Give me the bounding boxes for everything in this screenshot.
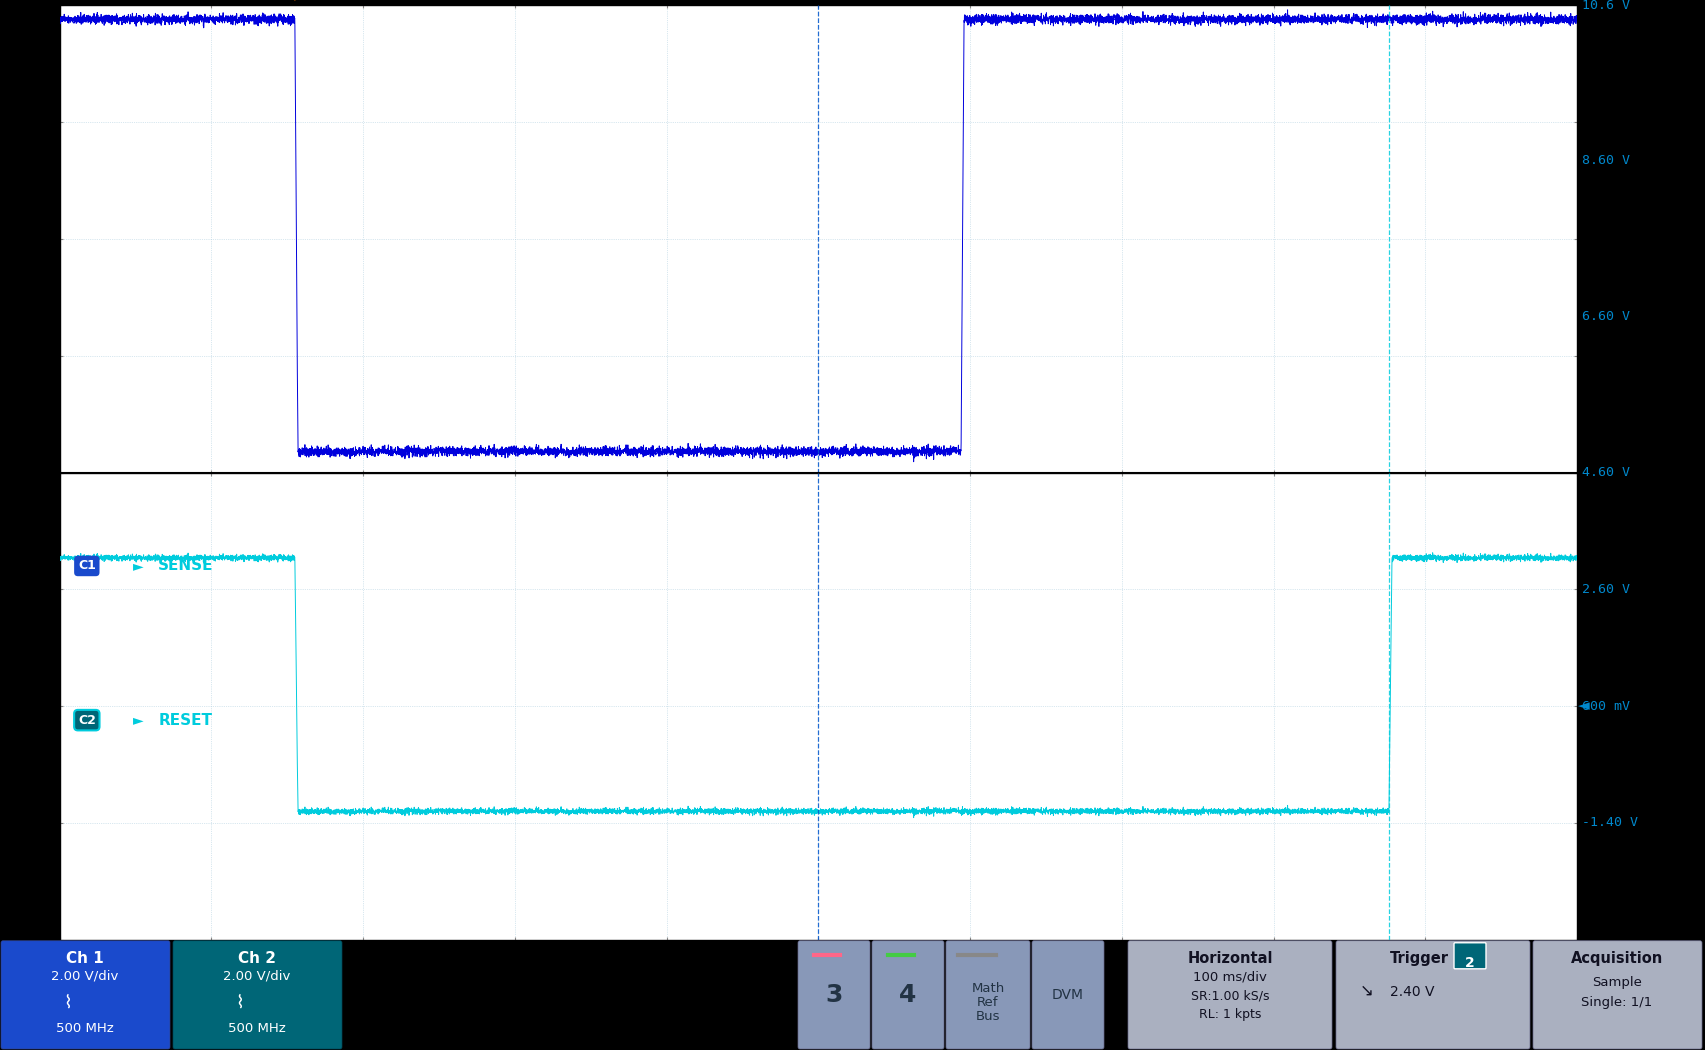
FancyBboxPatch shape <box>1533 941 1702 1049</box>
FancyBboxPatch shape <box>2 941 171 1049</box>
Text: 10.6 V: 10.6 V <box>1582 0 1630 12</box>
Text: 2.60 V: 2.60 V <box>1582 583 1630 595</box>
Text: ►: ► <box>133 559 143 573</box>
Text: Math: Math <box>972 982 1004 994</box>
Text: Trigger: Trigger <box>1390 951 1449 966</box>
Text: 2.00 V/div: 2.00 V/div <box>223 970 290 983</box>
Text: -1.40 V: -1.40 V <box>1582 817 1639 830</box>
Text: C1: C1 <box>78 560 95 572</box>
FancyBboxPatch shape <box>798 941 870 1049</box>
FancyBboxPatch shape <box>871 941 945 1049</box>
Text: 600 mV: 600 mV <box>1582 699 1630 713</box>
Text: 8.60 V: 8.60 V <box>1582 154 1630 168</box>
Text: 4: 4 <box>899 983 917 1007</box>
Text: 2.40 V: 2.40 V <box>1390 985 1434 999</box>
Text: SENSE: SENSE <box>159 559 213 573</box>
Text: ▼: ▼ <box>288 0 302 3</box>
Text: Bus: Bus <box>975 1010 1001 1023</box>
FancyBboxPatch shape <box>172 941 343 1049</box>
Text: DVM: DVM <box>1052 988 1084 1002</box>
Text: 2: 2 <box>1465 956 1475 970</box>
Text: Acquisition: Acquisition <box>1570 951 1662 966</box>
Text: Single: 1/1: Single: 1/1 <box>1581 995 1652 1009</box>
Text: 3: 3 <box>825 983 842 1007</box>
Text: Sample: Sample <box>1592 975 1642 989</box>
FancyBboxPatch shape <box>1129 941 1332 1049</box>
Text: Ref: Ref <box>977 995 999 1009</box>
Text: C2: C2 <box>78 714 95 727</box>
Text: ↘: ↘ <box>1361 982 1374 1000</box>
FancyBboxPatch shape <box>1032 941 1105 1049</box>
Text: 4.60 V: 4.60 V <box>1582 466 1630 479</box>
Text: 6.60 V: 6.60 V <box>1582 310 1630 323</box>
Text: RESET: RESET <box>159 713 213 728</box>
Text: 100 ms/div: 100 ms/div <box>1194 971 1267 984</box>
Text: 2.00 V/div: 2.00 V/div <box>51 970 119 983</box>
Text: Ch 1: Ch 1 <box>66 951 104 966</box>
Text: 500 MHz: 500 MHz <box>56 1022 114 1035</box>
FancyBboxPatch shape <box>946 941 1030 1049</box>
Text: ⌇: ⌇ <box>235 994 244 1012</box>
Text: RL: 1 kpts: RL: 1 kpts <box>1199 1008 1262 1021</box>
FancyBboxPatch shape <box>1454 943 1487 969</box>
Text: ►: ► <box>133 713 143 728</box>
Text: Ch 2: Ch 2 <box>239 951 276 966</box>
Text: ⌇: ⌇ <box>63 994 72 1012</box>
Text: ◄: ◄ <box>1579 698 1589 714</box>
Text: Horizontal: Horizontal <box>1187 951 1272 966</box>
Text: 500 MHz: 500 MHz <box>228 1022 286 1035</box>
FancyBboxPatch shape <box>1337 941 1529 1049</box>
Text: SR:1.00 kS/s: SR:1.00 kS/s <box>1190 990 1269 1003</box>
